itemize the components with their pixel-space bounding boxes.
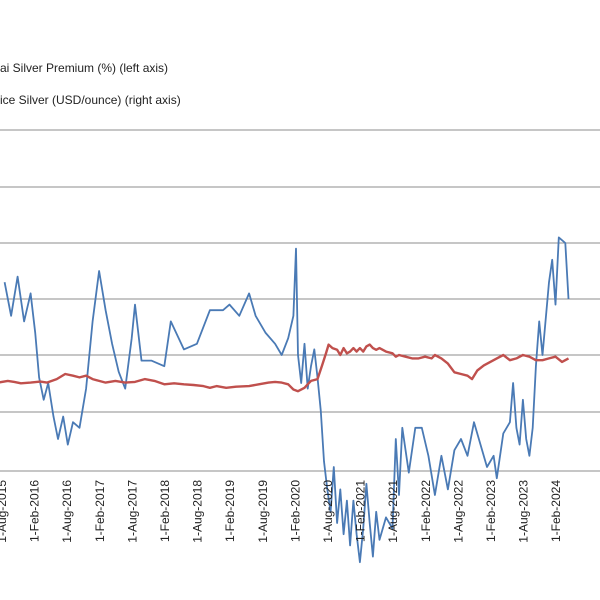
x-axis-ticks: 1-Aug-2015 1-Feb-2016 1-Aug-2016 1-Feb-2017… [0,480,563,543]
series-line-0 [3,236,570,564]
x-tick-label-10: 1-Aug-2020 [321,480,335,543]
x-tick-label-1: 1-Feb-2016 [28,480,42,542]
x-tick-label-8: 1-Aug-2019 [256,480,270,543]
x-tick-label-14: 1-Aug-2022 [451,480,465,543]
x-tick-label-11: 1-Feb-2021 [354,480,368,542]
x-tick-label-9: 1-Feb-2020 [288,480,302,542]
x-tick-label-0: 1-Aug-2015 [0,480,9,543]
x-tick-label-7: 1-Feb-2019 [223,480,237,542]
x-tick-label-4: 1-Aug-2017 [125,480,139,543]
series-layer [0,236,570,564]
gridlines [0,129,600,413]
x-tick-label-5: 1-Feb-2018 [158,480,172,542]
x-tick-label-15: 1-Feb-2023 [484,480,498,542]
x-tick-label-12: 1-Aug-2021 [386,480,400,543]
x-tick-label-3: 1-Feb-2017 [93,480,107,542]
legend-entry-premium: ai Silver Premium (%) (left axis) [0,61,168,75]
x-tick-label-2: 1-Aug-2016 [60,480,74,543]
chart-legend: ai Silver Premium (%) (left axis) ice Si… [0,61,181,107]
legend-entry-price: ice Silver (USD/ounce) (right axis) [0,93,181,107]
x-tick-label-6: 1-Aug-2018 [191,480,205,543]
series-line-1 [0,343,570,393]
x-tick-label-16: 1-Aug-2023 [517,480,531,543]
x-tick-label-13: 1-Feb-2022 [419,480,433,542]
x-tick-label-17: 1-Feb-2024 [549,480,563,542]
